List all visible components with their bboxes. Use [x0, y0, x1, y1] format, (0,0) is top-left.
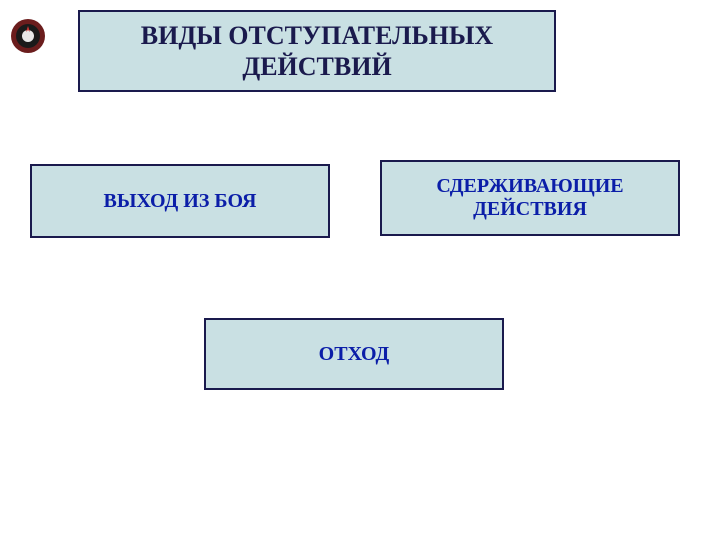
box-bottom: ОТХОД	[204, 318, 504, 390]
box-left: ВЫХОД ИЗ БОЯ	[30, 164, 330, 238]
title-text: ВИДЫ ОТСТУПАТЕЛЬНЫХ ДЕЙСТВИЙ	[80, 20, 554, 82]
box-left-text: ВЫХОД ИЗ БОЯ	[104, 190, 257, 213]
box-right-text: СДЕРЖИВАЮЩИЕ ДЕЙСТВИЯ	[382, 175, 678, 221]
box-bottom-text: ОТХОД	[319, 343, 390, 366]
emblem-icon	[10, 18, 46, 54]
box-right: СДЕРЖИВАЮЩИЕ ДЕЙСТВИЯ	[380, 160, 680, 236]
title-box: ВИДЫ ОТСТУПАТЕЛЬНЫХ ДЕЙСТВИЙ	[78, 10, 556, 92]
